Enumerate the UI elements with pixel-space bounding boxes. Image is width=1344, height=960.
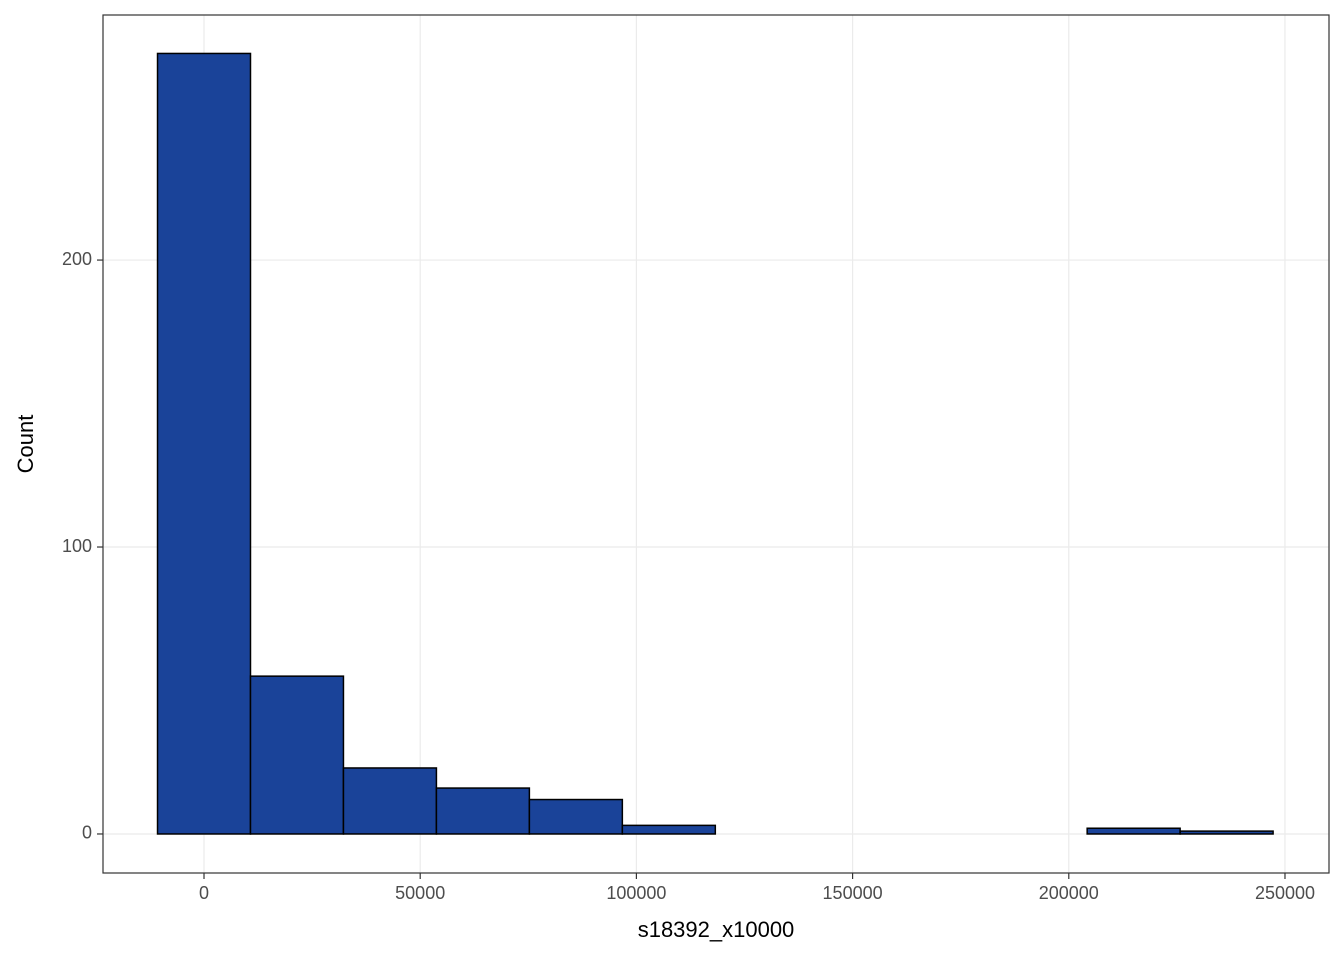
bar [249,675,345,835]
x-tick-label: 200000 [1039,883,1099,903]
bar [342,767,438,835]
y-tick-label: 100 [62,536,92,556]
y-axis-title: Count [13,415,38,474]
x-tick-label: 0 [199,883,209,903]
x-tick-label: 150000 [823,883,883,903]
bar [621,824,717,835]
x-tick-label: 100000 [606,883,666,903]
x-tick-label: 250000 [1255,883,1315,903]
y-tick-label: 200 [62,249,92,269]
bar [435,787,531,835]
bar [1086,827,1181,835]
x-axis-title: s18392_x10000 [638,917,795,942]
x-tick-label: 50000 [395,883,445,903]
panel-border [102,14,1330,874]
bar [156,52,252,835]
y-tick-label: 0 [82,823,92,843]
bar [1179,830,1274,835]
bar [528,798,624,835]
